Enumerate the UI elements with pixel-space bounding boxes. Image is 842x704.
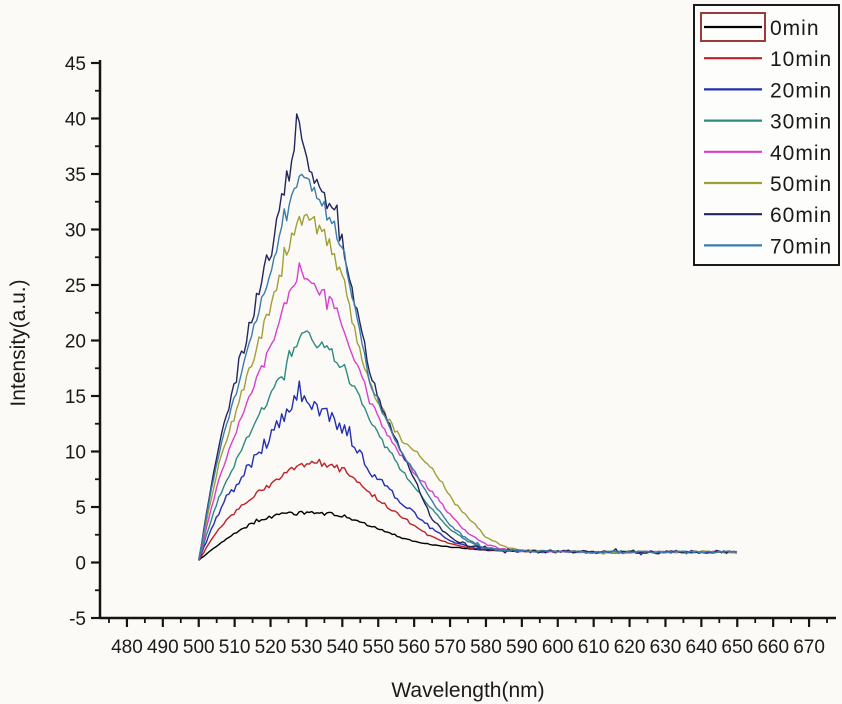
x-tick-label-500: 500: [183, 637, 215, 658]
legend-label-50min: 50min: [770, 173, 832, 196]
x-tick-label-480: 480: [111, 637, 143, 658]
x-tick-label-540: 540: [326, 637, 358, 658]
x-tick-label-610: 610: [578, 637, 610, 658]
legend-frame: [693, 4, 840, 266]
legend-box: 0min 10min 20min 30min 40min 50min 60min 70min: [693, 4, 840, 266]
legend-item-40min: 40min: [704, 142, 832, 165]
legend-label-30min: 30min: [770, 111, 832, 134]
x-tick-label-660: 660: [757, 637, 789, 658]
x-tick-label-600: 600: [542, 637, 574, 658]
legend-label-60min: 60min: [770, 204, 832, 227]
y-tick-label--5: -5: [69, 609, 86, 630]
curve-70min: [198, 173, 737, 561]
curve-50min: [198, 213, 738, 561]
spectra-curves: [198, 113, 738, 561]
curve-30min: [198, 330, 737, 561]
y-tick-label-20: 20: [65, 332, 86, 353]
x-tick-label-520: 520: [255, 637, 287, 658]
legend-item-70min: 70min: [704, 235, 832, 258]
curve-40min: [198, 262, 737, 561]
x-tick-label-640: 640: [686, 637, 718, 658]
legend-label-10min: 10min: [770, 48, 832, 71]
legend-item-10min: 10min: [704, 48, 832, 71]
y-tick-label-30: 30: [65, 221, 86, 242]
legend-label-0min: 0min: [770, 17, 820, 40]
x-tick-label-550: 550: [362, 637, 394, 658]
y-tick-label-40: 40: [65, 110, 86, 131]
legend-label-40min: 40min: [770, 142, 832, 165]
y-tick-label-5: 5: [75, 498, 86, 519]
y-tick-label-15: 15: [65, 387, 86, 408]
curve-10min: [198, 458, 737, 561]
legend-label-70min: 70min: [770, 235, 832, 258]
y-tick-label-45: 45: [65, 54, 86, 75]
x-tick-label-650: 650: [721, 637, 753, 658]
y-tick-label-0: 0: [75, 554, 86, 575]
y-axis-title: Intensity(a.u.): [7, 279, 30, 406]
curve-60min: [198, 113, 737, 561]
legend-item-0min: 0min: [700, 12, 820, 42]
x-tick-label-570: 570: [434, 637, 466, 658]
legend-item-30min: 30min: [704, 111, 832, 134]
legend-item-20min: 20min: [704, 79, 832, 102]
x-axis-title: Wavelength(nm): [391, 679, 544, 702]
x-tick-label-560: 560: [398, 637, 430, 658]
x-tick-label-670: 670: [793, 637, 825, 658]
y-tick-label-35: 35: [65, 165, 86, 186]
y-tick-label-10: 10: [65, 443, 86, 464]
legend-label-20min: 20min: [770, 79, 832, 102]
x-tick-label-630: 630: [650, 637, 682, 658]
legend-selection-box: [700, 12, 766, 42]
x-tick-label-490: 490: [147, 637, 179, 658]
y-tick-label-25: 25: [65, 276, 86, 297]
x-tick-label-530: 530: [291, 637, 323, 658]
x-tick-label-510: 510: [219, 637, 251, 658]
axes: 480 490 500 510 520 530 540 550 560 570 580 590 600 6…: [65, 54, 836, 658]
legend-item-50min: 50min: [704, 173, 832, 196]
legend-item-60min: 60min: [704, 204, 832, 227]
x-tick-label-590: 590: [506, 637, 538, 658]
x-tick-label-620: 620: [614, 637, 646, 658]
x-tick-label-580: 580: [470, 637, 502, 658]
